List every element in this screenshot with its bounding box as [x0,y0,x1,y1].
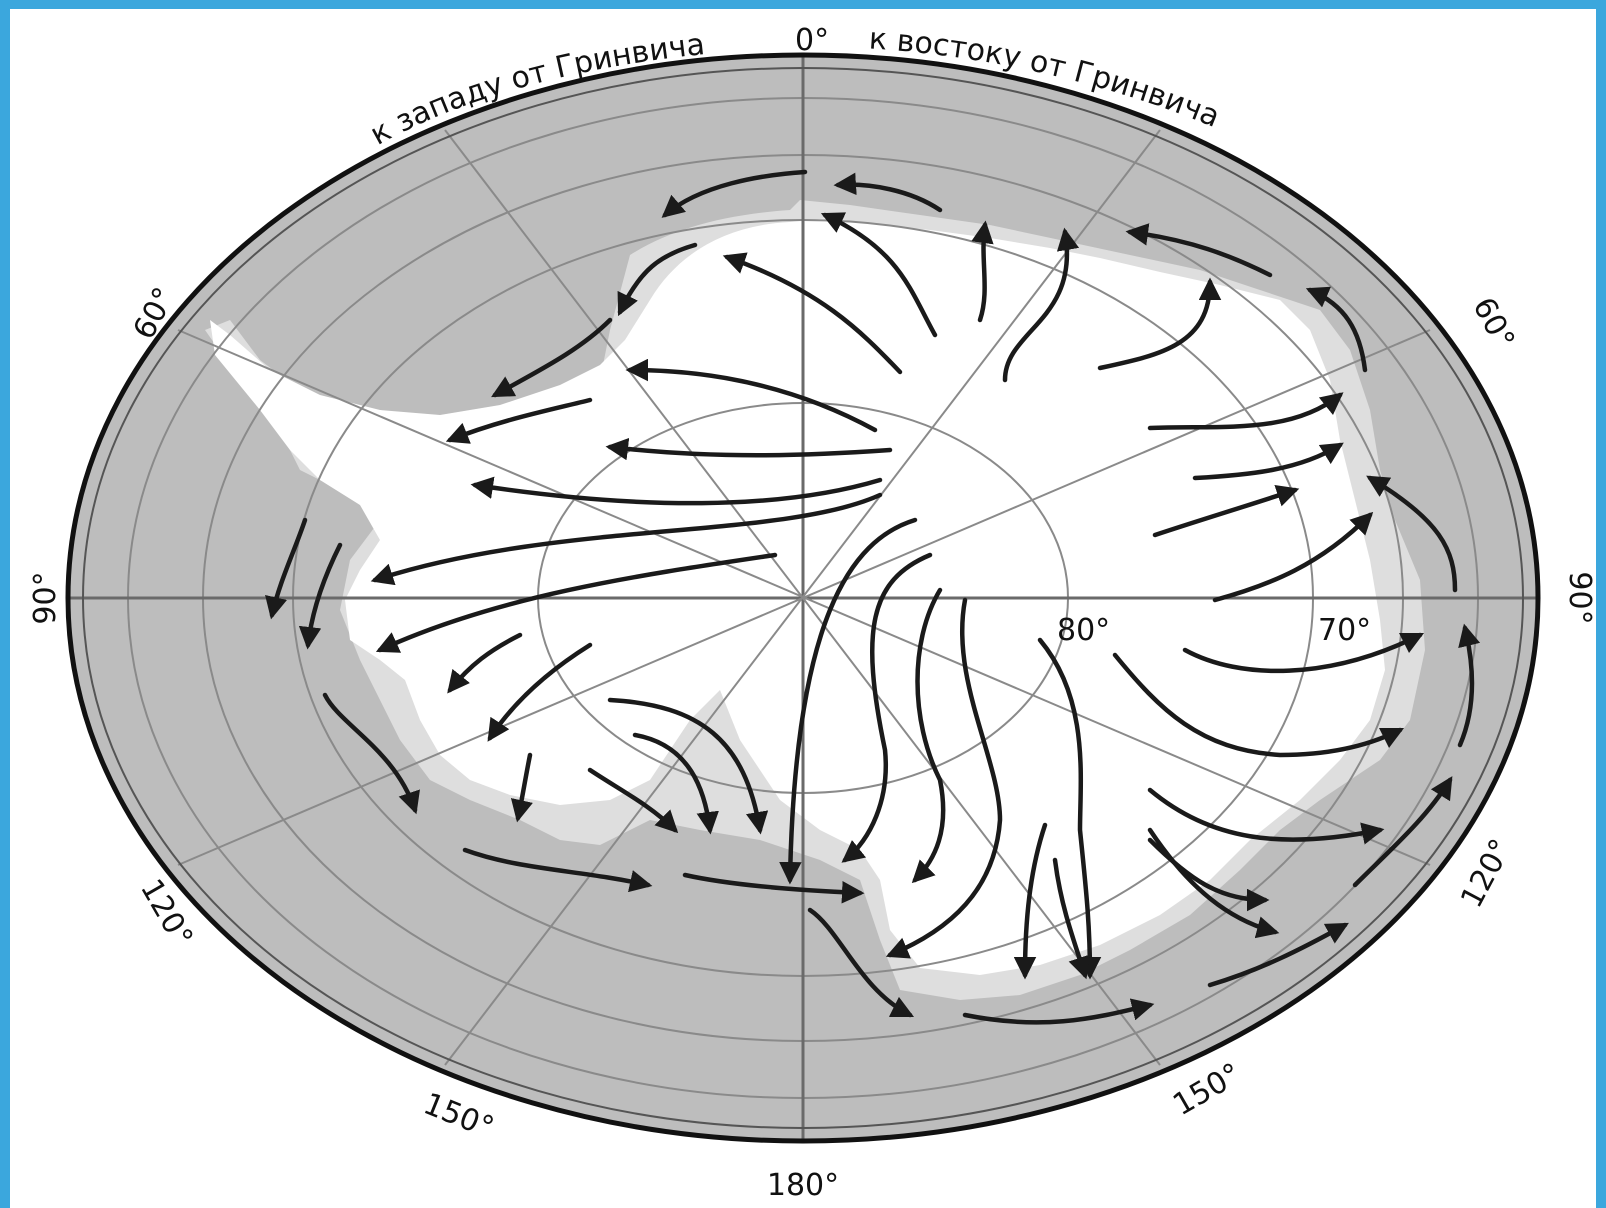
wind-arrow [1207,922,1349,988]
wind-arrow [632,732,719,835]
wind-arrow [971,220,994,323]
wind-arrow [462,847,653,893]
wind-arrow [779,517,918,885]
wind-arrow [447,632,523,694]
map-border [65,52,1541,1144]
wind-arrow [1366,475,1458,593]
wind-arrow [298,542,343,650]
wind-arrow [1013,822,1048,980]
wind-arrow [322,692,420,815]
wind-arrow [885,597,1003,959]
wind-arrow [1112,652,1405,758]
label-lon-90-east: 90° [1562,571,1597,624]
wind-arrow [491,317,613,398]
wind-arrow [1097,277,1222,371]
wind-arrow [911,587,946,884]
wind-arrow [445,397,593,444]
wind-arrow [1147,787,1385,845]
wind-arrow [605,437,893,461]
wind-arrow [1037,637,1102,980]
wind-arrow [1147,827,1280,939]
wind-arrow [962,998,1155,1025]
wind-arrow [1152,485,1300,538]
wind-arrow [1147,837,1270,912]
wind-arrows [265,169,1481,1025]
wind-arrow [841,552,933,863]
wind-arrow [607,697,769,835]
wind-arrow [617,242,698,317]
wind-arrow [587,767,679,834]
wind-arrow [1212,511,1374,603]
wind-arrow [1002,227,1080,383]
label-lat-70: 70° [1318,613,1371,648]
meridian-60e-120w [177,329,1431,866]
frame-left-bar [0,0,10,1208]
wind-arrow [661,169,808,218]
wind-arrow [722,252,903,375]
wind-arrow [807,907,915,1018]
wind-arrow [625,358,878,433]
wind-arrow [1352,776,1453,888]
frame-top-bar [0,0,1606,9]
wind-arrow [1147,392,1344,431]
wind-arrow [470,476,883,506]
wind-arrow [265,517,308,620]
wind-arrow [833,172,943,213]
wind-arrow [1052,857,1090,980]
wind-arrow [370,492,883,586]
frame-right-bar [1596,0,1606,1208]
wind-arrow [510,752,533,823]
label-lat-80: 80° [1057,613,1110,648]
label-lon-180: 180° [767,1168,839,1203]
map-inner-border [82,67,1524,1129]
wind-arrow [820,212,938,338]
wind-arrow [1457,623,1481,748]
wind-arrow [375,552,778,653]
wind-arrow [1182,632,1425,674]
wind-arrow [1192,442,1344,481]
wind-arrow [1125,223,1273,278]
label-lon-0: 0° [795,23,829,58]
label-lon-90-west: 90° [28,571,63,624]
wind-arrow [487,642,593,742]
wind-arrow [1305,286,1368,373]
wind-arrow [682,872,865,904]
meridians [70,57,1536,1139]
